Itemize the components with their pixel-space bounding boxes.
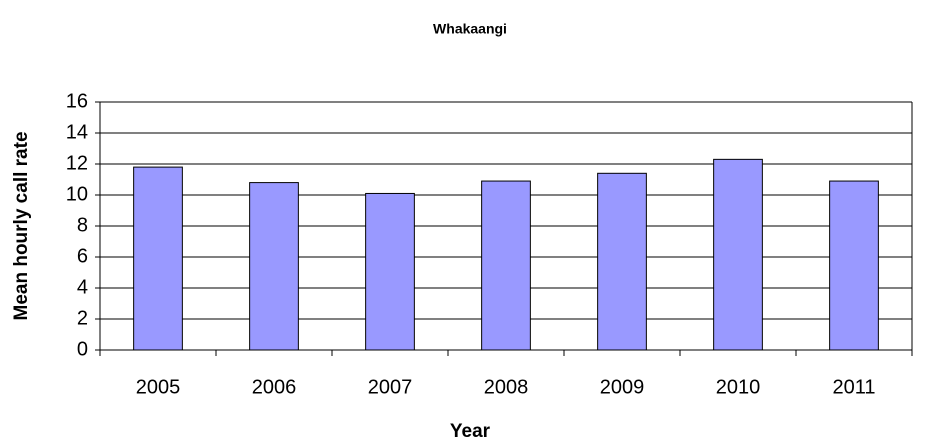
chart-title: Whakaangi: [433, 21, 507, 37]
y-tick-label: 10: [66, 183, 88, 205]
y-tick-label: 4: [77, 276, 88, 298]
y-tick-label: 16: [66, 90, 88, 112]
x-tick-label: 2011: [832, 376, 875, 398]
y-tick-label: 6: [77, 245, 88, 267]
bar: [249, 182, 299, 351]
y-tick-label: 2: [77, 307, 88, 329]
y-tick-label: 8: [77, 214, 88, 236]
bar: [597, 172, 647, 351]
y-tick-label: 0: [77, 338, 88, 360]
bar: [713, 158, 763, 351]
x-tick-label: 2006: [252, 376, 297, 398]
y-tick-label: 12: [66, 152, 88, 174]
y-axis-label: Mean hourly call rate: [11, 131, 32, 320]
x-tick-label: 2005: [136, 376, 181, 398]
bar: [481, 180, 531, 351]
x-tick-label: 2008: [484, 376, 529, 398]
bar: [133, 166, 183, 351]
x-axis-label: Year: [450, 421, 491, 442]
bar: [829, 180, 879, 351]
bar: [365, 192, 415, 351]
x-tick-label: 2010: [716, 376, 761, 398]
x-tick-label: 2007: [368, 376, 413, 398]
y-tick-label: 14: [66, 121, 88, 143]
x-tick-label: 2009: [600, 376, 645, 398]
